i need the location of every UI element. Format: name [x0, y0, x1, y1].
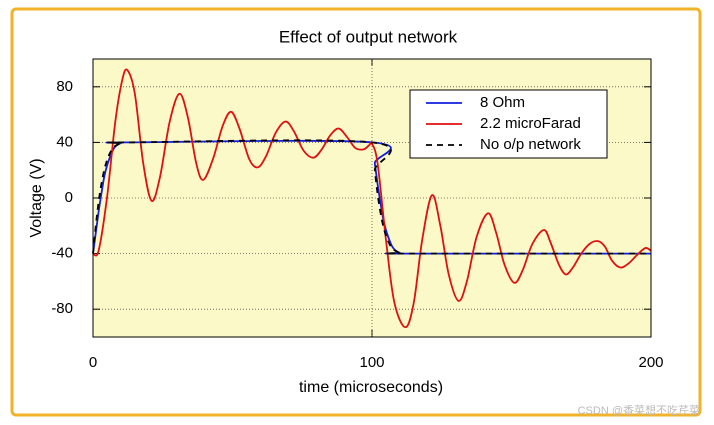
legend-label: 2.2 microFarad	[480, 115, 581, 132]
line-series	[92, 139, 652, 255]
y-axis-label: Voltage (V)	[28, 158, 45, 237]
y-tick-label: -40	[51, 245, 73, 262]
y-tick-label: 80	[56, 78, 73, 95]
x-tick-label: 100	[359, 354, 384, 371]
x-tick-label: 200	[638, 354, 663, 371]
x-axis-label: time (microseconds)	[299, 379, 443, 396]
watermark: CSDN @香菜想不吃芹菜	[578, 403, 700, 417]
x-tick-label: 0	[89, 354, 97, 371]
line-series	[92, 68, 652, 329]
legend-label: 8 Ohm	[480, 94, 525, 111]
chart-title: Effect of output network	[279, 27, 458, 46]
legend-label: No o/p network	[480, 136, 581, 153]
y-tick-label: 0	[65, 189, 73, 206]
plot-border	[92, 58, 652, 338]
y-tick-label: -80	[51, 300, 73, 317]
y-tick-label: 40	[56, 133, 73, 150]
